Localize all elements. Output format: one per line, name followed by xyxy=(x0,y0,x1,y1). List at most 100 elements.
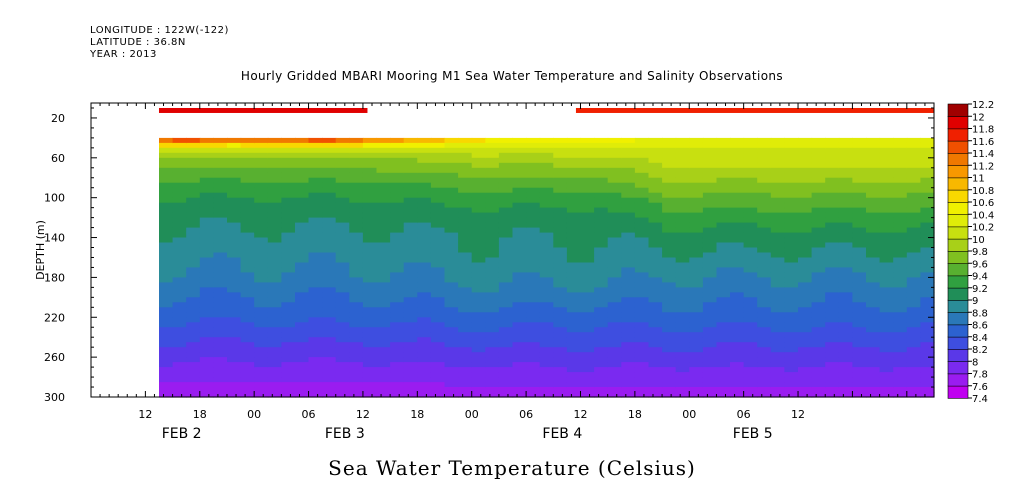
heatmap-cell xyxy=(539,212,554,219)
heatmap-cell xyxy=(281,387,296,393)
heatmap-cell xyxy=(417,297,432,303)
heatmap-cell xyxy=(798,352,813,358)
heatmap-cell xyxy=(199,312,214,318)
heatmap-cell xyxy=(784,322,799,328)
heatmap-cell xyxy=(825,202,840,209)
heatmap-cell xyxy=(621,347,636,353)
heatmap-cell xyxy=(376,252,391,259)
heatmap-cell xyxy=(281,282,296,288)
heatmap-cell xyxy=(417,282,432,288)
heatmap-cell xyxy=(811,187,826,194)
heatmap-cell xyxy=(757,222,772,229)
heatmap-cell xyxy=(403,137,418,144)
heatmap-cell xyxy=(526,327,541,333)
heatmap-cell xyxy=(471,172,486,179)
heatmap-cell xyxy=(566,392,582,398)
heatmap-cell xyxy=(267,252,282,259)
heatmap-cell xyxy=(172,332,187,338)
heatmap-cell xyxy=(159,392,174,398)
heatmap-cell xyxy=(920,187,935,194)
heatmap-cell xyxy=(471,357,486,363)
heatmap-cell xyxy=(580,357,595,363)
heatmap-cell xyxy=(213,382,228,388)
heatmap-cell xyxy=(920,377,935,383)
heatmap-cell xyxy=(702,307,718,313)
heatmap-cell xyxy=(240,222,255,229)
heatmap-cell xyxy=(254,332,269,338)
colorbar-label: 7.8 xyxy=(972,370,988,381)
heatmap-cell xyxy=(417,382,432,388)
heatmap-cell xyxy=(172,352,187,358)
heatmap-cell xyxy=(295,337,310,343)
heatmap-cell xyxy=(716,252,731,259)
heatmap-cell xyxy=(498,187,514,194)
heatmap-cell xyxy=(594,192,609,199)
heatmap-cell xyxy=(159,352,174,358)
heatmap-cell xyxy=(634,272,650,278)
heatmap-cell xyxy=(757,287,772,293)
y-tick-label: 20 xyxy=(51,112,65,125)
heatmap-cell xyxy=(281,277,296,283)
heatmap-cell xyxy=(227,272,242,278)
heatmap-cell xyxy=(743,152,758,159)
heatmap-cell xyxy=(757,142,772,149)
heatmap-cell xyxy=(267,147,282,154)
heatmap-cell xyxy=(485,337,500,343)
heatmap-cell xyxy=(240,147,255,154)
heatmap-cell xyxy=(798,317,813,323)
heatmap-cell xyxy=(662,357,677,363)
heatmap-cell xyxy=(335,207,350,214)
heatmap-cell xyxy=(757,372,772,378)
heatmap-cell xyxy=(798,282,813,288)
heatmap-cell xyxy=(213,367,228,373)
heatmap-cell xyxy=(308,267,323,273)
heatmap-cell xyxy=(430,232,446,239)
heatmap-cell xyxy=(920,262,935,269)
heatmap-cell xyxy=(594,367,609,373)
heatmap-cell xyxy=(458,312,473,318)
heatmap-cell xyxy=(798,287,813,293)
heatmap-cell xyxy=(254,192,269,199)
heatmap-cell xyxy=(634,227,650,234)
heatmap-cell xyxy=(349,167,364,174)
heatmap-cell xyxy=(199,267,214,273)
heatmap-cell xyxy=(471,337,486,343)
heatmap-cell xyxy=(308,297,323,303)
heatmap-cell xyxy=(539,382,554,388)
heatmap-cell xyxy=(417,277,432,283)
heatmap-cell xyxy=(403,212,418,219)
heatmap-cell xyxy=(485,142,500,149)
heatmap-cell xyxy=(227,392,242,398)
heatmap-cell xyxy=(730,377,745,383)
heatmap-cell xyxy=(199,162,214,169)
heatmap-cell xyxy=(240,232,255,239)
heatmap-cell xyxy=(702,392,718,398)
colorbar-swatch xyxy=(947,140,969,154)
heatmap-cell xyxy=(621,277,636,283)
heatmap-cell xyxy=(594,317,609,323)
heatmap-cell xyxy=(403,352,418,358)
heatmap-cell xyxy=(172,317,187,323)
heatmap-cell xyxy=(240,282,255,288)
heatmap-cell xyxy=(662,212,677,219)
heatmap-cell xyxy=(267,282,282,288)
heatmap-cell xyxy=(199,252,214,259)
heatmap-cell xyxy=(403,232,418,239)
heatmap-cell xyxy=(920,172,935,179)
heatmap-cell xyxy=(730,242,745,249)
heatmap-cell xyxy=(254,367,269,373)
heatmap-cell xyxy=(186,202,201,209)
heatmap-cell xyxy=(798,217,813,224)
heatmap-cell xyxy=(716,157,731,164)
heatmap-cell xyxy=(362,302,378,308)
heatmap-cell xyxy=(471,367,486,373)
heatmap-cell xyxy=(838,212,853,219)
heatmap-cell xyxy=(866,192,881,199)
heatmap-cell xyxy=(553,322,568,328)
heatmap-cell xyxy=(308,342,323,348)
heatmap-cell xyxy=(580,187,595,194)
heatmap-cell xyxy=(730,162,745,169)
heatmap-cell xyxy=(417,377,432,383)
heatmap-cell xyxy=(838,187,853,194)
heatmap-cell xyxy=(199,247,214,254)
